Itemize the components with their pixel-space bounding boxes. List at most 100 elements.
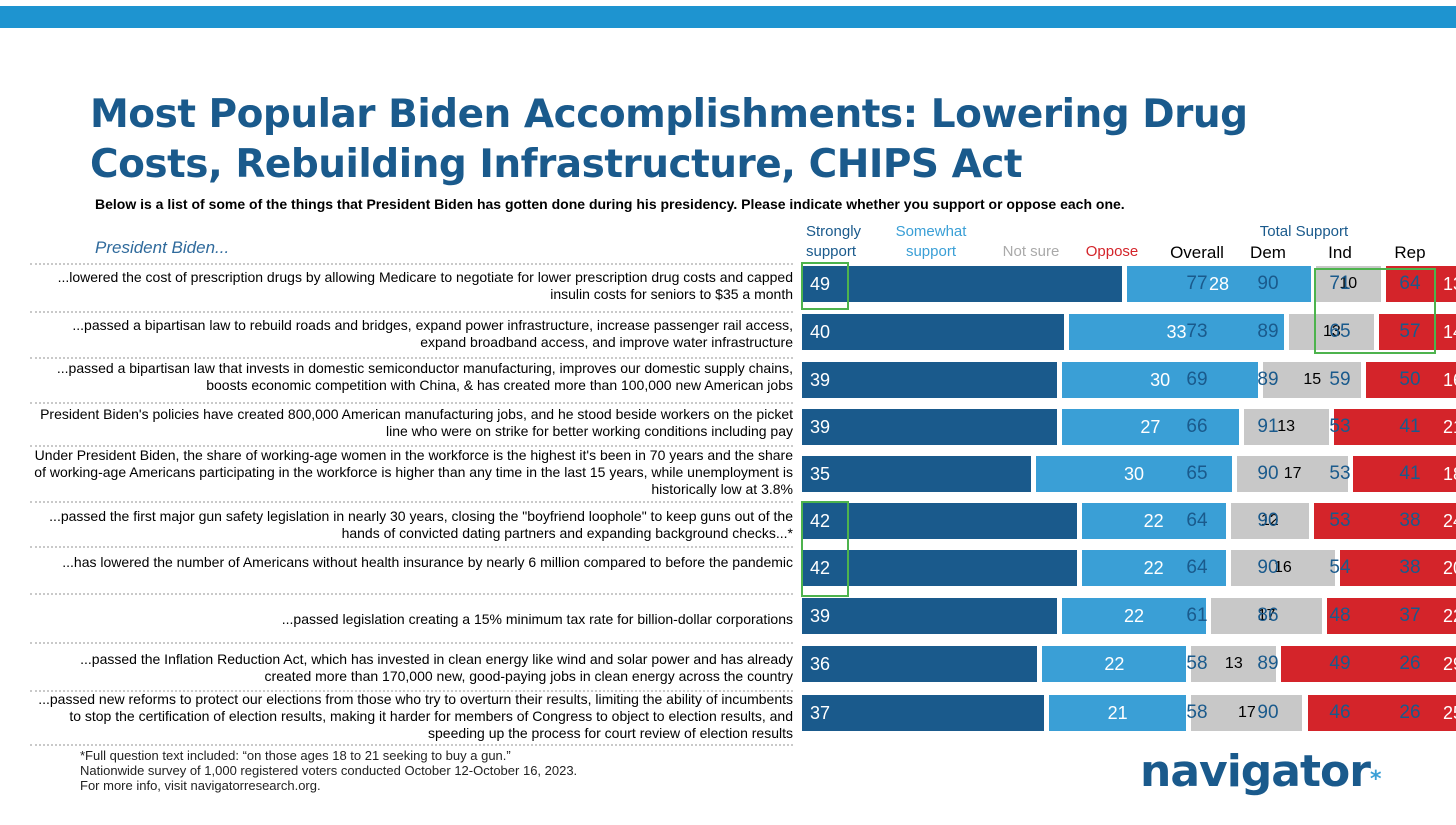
bar-somewhat-support: 28: [1127, 266, 1311, 302]
category-label: ...lowered the cost of prescription drug…: [57, 269, 793, 302]
total-support-dem: 91: [1257, 416, 1279, 437]
total-support-dem: 90: [1257, 463, 1279, 484]
bar-strongly-support: 35: [802, 456, 1031, 492]
row-separator: [30, 501, 793, 503]
footnote-line: *Full question text included: “on those …: [80, 748, 511, 763]
total-support-rep: 50: [1399, 369, 1421, 390]
col-header-dem: Dem: [1250, 243, 1286, 262]
total-support-dem: 90: [1257, 273, 1279, 294]
bar-somewhat-support: 22: [1081, 550, 1226, 586]
total-support-ind: 53: [1329, 510, 1351, 531]
legend-not-sure: Not sure: [1002, 243, 1060, 260]
bar-somewhat-support: 22: [1042, 646, 1187, 682]
total-support-rep: 37: [1399, 605, 1421, 626]
footnote-line: Nationwide survey of 1,000 registered vo…: [80, 763, 578, 778]
total-support-overall: 73: [1186, 321, 1208, 342]
total-support-dem: 90: [1257, 557, 1279, 578]
bar-not-sure: 16: [1230, 550, 1336, 586]
total-support-ind: 53: [1329, 416, 1351, 437]
total-support-overall: 66: [1186, 416, 1208, 437]
bar-somewhat-support: 30: [1062, 362, 1259, 398]
total-support-dem: 90: [1257, 510, 1279, 531]
bar-strongly-support: 49: [802, 266, 1123, 302]
bar-not-sure: 13: [1191, 646, 1277, 682]
row-separator: [30, 593, 793, 595]
bar-not-sure: 12: [1230, 503, 1310, 539]
total-support-ind: 49: [1329, 653, 1351, 674]
total-support-overall: 58: [1186, 702, 1208, 723]
category-label: ...has lowered the number of Americans w…: [62, 554, 793, 570]
total-support-rep: 41: [1399, 463, 1421, 484]
bar-strongly-support: 36: [802, 646, 1038, 682]
bar-not-sure: 17: [1210, 598, 1323, 634]
total-support-ind: 53: [1329, 463, 1351, 484]
question-text: Below is a list of some of the things th…: [95, 196, 1125, 212]
bar-somewhat-support: 27: [1062, 409, 1239, 445]
bar-oppose: 20: [1340, 550, 1456, 586]
bar-not-sure: 17: [1191, 695, 1303, 731]
category-label: ...passed the first major gun safety leg…: [49, 508, 793, 541]
legend-somewhat-support: Somewhat support: [895, 223, 967, 260]
logo-text: navigator: [1140, 746, 1371, 797]
total-support-overall: 61: [1186, 605, 1208, 626]
total-support-dem: 86: [1257, 605, 1279, 626]
bar-not-sure: 10: [1315, 266, 1381, 302]
category-label: President Biden's policies have created …: [40, 406, 793, 439]
total-support-overall: 64: [1186, 557, 1208, 578]
footnotes: *Full question text included: “on those …: [80, 748, 577, 793]
total-support-rep: 38: [1399, 557, 1421, 578]
row-separator: [30, 402, 793, 404]
bar-oppose: 21: [1333, 409, 1456, 445]
total-support-dem: 89: [1257, 321, 1279, 342]
bar-somewhat-support: 22: [1081, 503, 1226, 539]
bar-oppose: 16: [1366, 362, 1456, 398]
bar-oppose: 18: [1353, 456, 1456, 492]
bar-oppose: 13: [1385, 266, 1456, 302]
total-support-overall: 65: [1186, 463, 1208, 484]
row-separator: [30, 546, 793, 548]
total-support-ind: 48: [1329, 605, 1351, 626]
row-separator: [30, 690, 793, 692]
bar-oppose: 22: [1327, 598, 1456, 634]
highlight-box-ind-rep: [1314, 268, 1436, 354]
highlight-box-strong-top: [801, 262, 849, 310]
bar-somewhat-support: 21: [1048, 695, 1187, 731]
total-support-rep: 26: [1399, 702, 1421, 723]
highlight-box-strong-gun-health: [801, 501, 849, 597]
total-support-dem: 90: [1257, 702, 1279, 723]
total-support-rep: 38: [1399, 510, 1421, 531]
category-label: ...passed new reforms to protect our ele…: [38, 691, 793, 741]
total-support-ind: 46: [1329, 702, 1351, 723]
bar-strongly-support: 40: [802, 314, 1064, 350]
total-support-rep: 41: [1399, 416, 1421, 437]
row-separator: [30, 642, 793, 644]
total-support-dem: 89: [1257, 653, 1279, 674]
total-support-ind: 59: [1329, 369, 1351, 390]
total-support-overall: 77: [1186, 273, 1208, 294]
col-header-rep: Rep: [1394, 243, 1426, 262]
bar-not-sure: 15: [1263, 362, 1362, 398]
total-support-dem: 89: [1257, 369, 1279, 390]
total-support-overall: 69: [1186, 369, 1208, 390]
legend-oppose: Oppose: [1085, 243, 1139, 260]
bar-strongly-support: 39: [802, 409, 1058, 445]
total-support-ind: 54: [1329, 557, 1351, 578]
total-support-rep: 64: [1399, 273, 1421, 294]
category-label: Under President Biden, the share of work…: [34, 447, 793, 497]
bar-oppose: 25: [1307, 695, 1456, 731]
footnote-line: For more info, visit navigatorresearch.o…: [80, 778, 321, 793]
bar-oppose: 24: [1314, 503, 1456, 539]
category-label: ...passed a bipartisan law that invests …: [56, 360, 793, 393]
category-label: ...passed the Inflation Reduction Act, w…: [80, 651, 793, 684]
bar-strongly-support: 39: [802, 362, 1058, 398]
row-separator: [30, 311, 793, 313]
bar-somewhat-support: 30: [1035, 456, 1233, 492]
bar-oppose: 29: [1281, 646, 1456, 682]
row-separator: [30, 744, 793, 746]
total-support-header: Total Support: [1259, 223, 1349, 240]
bar-strongly-support: 39: [802, 598, 1058, 634]
total-support-rep: 26: [1399, 653, 1421, 674]
total-support-ind: 71: [1329, 273, 1351, 294]
row-separator: [30, 263, 793, 265]
row-header-label: President Biden...: [95, 238, 230, 257]
